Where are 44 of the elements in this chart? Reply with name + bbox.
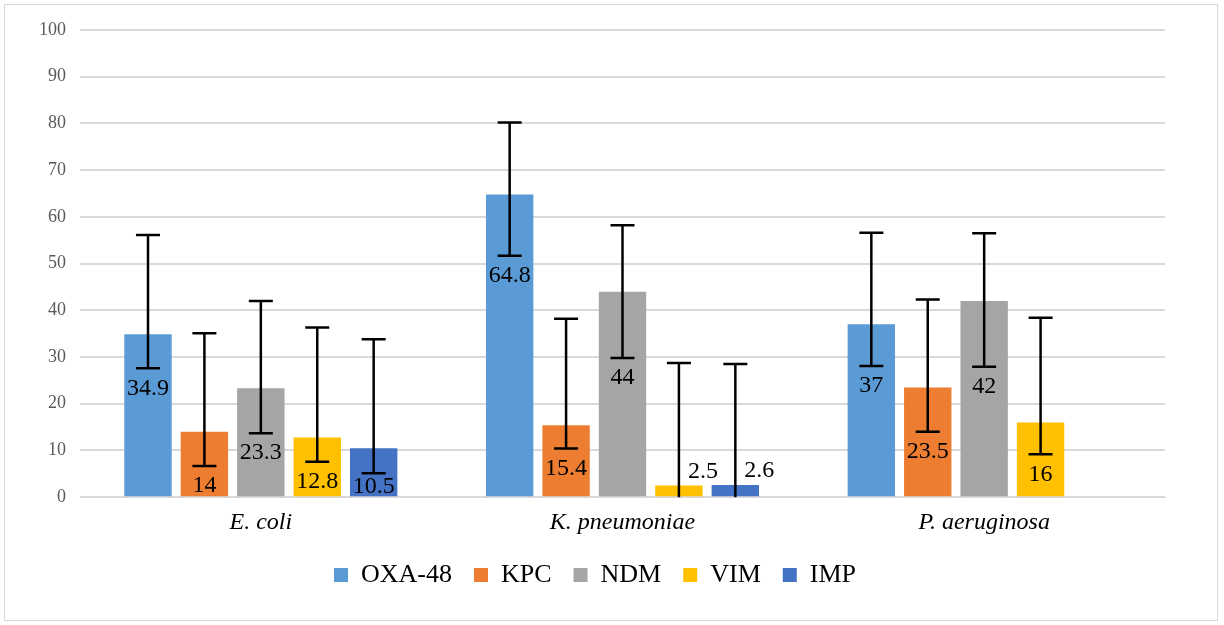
legend-label: KPC (500, 558, 552, 588)
y-tick-label: 10 (48, 439, 66, 460)
y-tick-label: 70 (48, 158, 66, 179)
y-tick-label: 0 (57, 485, 66, 506)
data-label: 42 (972, 372, 997, 399)
data-label: 44 (610, 363, 635, 390)
y-tick-label: 90 (48, 65, 66, 86)
y-tick-label: 30 (48, 345, 66, 366)
data-label: 34.9 (126, 373, 169, 400)
data-label: 2.5 (687, 456, 718, 483)
bar (847, 324, 896, 497)
x-tick-label: P. aeruginosa (917, 507, 1050, 534)
data-label: 10.5 (352, 472, 395, 499)
bar (485, 194, 534, 497)
data-label: 23.5 (906, 437, 949, 464)
x-tick-label: K. pneumoniae (548, 507, 696, 534)
bar (542, 425, 590, 497)
data-label: 12.8 (296, 466, 339, 493)
legend-label: OXA-48 (360, 558, 452, 588)
y-tick-label: 20 (48, 392, 66, 413)
bar (960, 300, 1008, 497)
bar (237, 388, 285, 497)
bar (1016, 422, 1065, 497)
data-label: 64.8 (488, 260, 531, 287)
legend-label: VIM (710, 558, 761, 588)
data-label: 2.6 (744, 456, 775, 483)
bar (711, 485, 760, 497)
y-tick-label: 40 (48, 299, 66, 320)
data-label: 16 (1028, 459, 1053, 486)
x-tick-label: E. coli (228, 507, 293, 534)
data-label: 15.4 (545, 453, 588, 480)
y-tick-label: 100 (39, 18, 66, 39)
bar (904, 387, 952, 497)
data-label: 37 (859, 371, 884, 398)
data-label: 14 (192, 471, 217, 498)
data-label: 23.3 (239, 438, 282, 465)
bar (655, 485, 703, 497)
bar (124, 334, 172, 497)
bar (598, 291, 647, 497)
y-tick-label: 60 (48, 205, 66, 226)
legend-label: NDM (600, 558, 662, 588)
y-tick-label: 80 (48, 112, 66, 133)
y-tick-label: 50 (48, 252, 66, 273)
legend-label: IMP (809, 558, 857, 588)
